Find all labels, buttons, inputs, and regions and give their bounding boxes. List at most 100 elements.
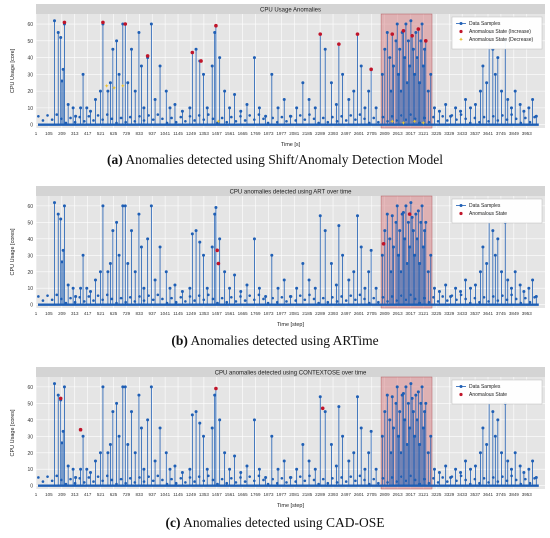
data-sample-point: [147, 114, 150, 117]
data-sample-point: [239, 476, 242, 479]
data-sample-point: [161, 297, 164, 301]
caption-b: (b) Anomalies detected using ARTime: [0, 333, 550, 349]
anomaly-increase-point: [199, 59, 203, 63]
data-sample-point: [349, 114, 353, 117]
x-tick-label: 3329: [444, 311, 455, 316]
data-sample-point: [406, 220, 410, 224]
data-sample-point: [303, 298, 307, 302]
data-sample-point: [432, 115, 435, 119]
data-sample-point: [228, 286, 232, 290]
data-sample-point: [146, 418, 150, 422]
data-sample-point: [398, 410, 402, 414]
data-sample-point: [81, 434, 85, 438]
x-tick-label: 1977: [276, 311, 287, 316]
data-sample-point: [37, 295, 40, 298]
data-sample-point: [493, 72, 497, 76]
data-sample-point: [519, 301, 523, 305]
x-tick-label: 2185: [302, 311, 313, 316]
data-sample-point: [83, 481, 86, 484]
data-sample-point: [230, 115, 233, 119]
data-sample-point: [129, 229, 133, 233]
data-sample-point: [121, 385, 125, 389]
data-sample-point: [271, 116, 274, 120]
anomaly-increase-point: [216, 261, 221, 266]
data-sample-point: [414, 212, 418, 216]
y-tick-label: 20: [27, 451, 33, 457]
data-sample-point: [101, 479, 104, 483]
data-sample-point: [139, 426, 143, 430]
data-sample-point: [308, 474, 311, 478]
data-sample-point: [459, 471, 463, 475]
y-tick-label: 10: [27, 467, 33, 473]
data-sample-point: [92, 299, 95, 302]
data-sample-point: [437, 109, 441, 113]
data-sample-point: [500, 451, 504, 455]
data-sample-point: [138, 295, 141, 298]
data-sample-point: [233, 454, 237, 458]
x-tick-label: 1873: [263, 311, 274, 316]
data-sample-point: [308, 113, 311, 116]
data-sample-point: [473, 103, 477, 107]
data-sample-point: [53, 201, 57, 205]
data-sample-point: [78, 476, 82, 480]
x-tick-label: 2601: [354, 492, 365, 497]
data-sample-point: [501, 294, 504, 297]
data-sample-point: [153, 98, 157, 101]
x-tick-label: 1353: [199, 492, 210, 497]
data-sample-point: [37, 114, 40, 118]
data-sample-point: [211, 478, 215, 482]
x-tick-label: 1769: [251, 311, 262, 316]
data-sample-point: [262, 297, 265, 301]
data-sample-point: [369, 248, 373, 252]
x-tick-label: 2393: [328, 492, 339, 497]
data-sample-point: [416, 209, 420, 213]
data-sample-point: [146, 237, 150, 241]
anomaly-decrease-point: ✦: [401, 120, 406, 127]
data-sample-point: [409, 201, 413, 205]
data-sample-point: [424, 220, 428, 224]
x-tick-label: 2497: [341, 131, 352, 136]
data-sample-point: [243, 119, 247, 122]
data-sample-point: [194, 47, 198, 51]
data-sample-point: [406, 401, 410, 405]
data-sample-point: [158, 245, 162, 249]
data-sample-point: [399, 89, 403, 93]
data-sample-point: [331, 115, 334, 119]
x-tick-label: 105: [45, 311, 53, 316]
data-sample-point: [337, 224, 341, 228]
data-sample-point: [139, 64, 143, 68]
x-tick-label: 2081: [289, 311, 300, 316]
data-sample-point: [487, 119, 490, 123]
data-sample-point: [121, 204, 125, 208]
data-sample-point: [194, 229, 198, 233]
data-sample-point: [418, 81, 422, 85]
x-axis-label: Time [step]: [277, 503, 304, 509]
data-sample-point: [285, 481, 288, 484]
data-sample-point: [400, 294, 403, 297]
data-sample-point: [266, 482, 270, 486]
data-sample-point: [518, 464, 522, 468]
x-tick-label: 3537: [470, 131, 481, 136]
data-sample-point: [427, 120, 431, 124]
x-tick-label: 937: [148, 492, 156, 497]
data-sample-point: [270, 253, 274, 257]
x-tick-label: 3121: [418, 492, 429, 497]
data-sample-point: [111, 229, 115, 233]
data-sample-point: [210, 64, 214, 68]
data-sample-point: [179, 115, 183, 119]
data-sample-point: [179, 476, 183, 480]
data-sample-point: [408, 245, 412, 249]
data-sample-point: [487, 300, 490, 303]
x-tick-label: 3537: [470, 492, 481, 497]
data-sample-point: [137, 30, 141, 34]
data-sample-point: [308, 293, 311, 297]
x-tick-label: 3849: [509, 311, 520, 316]
x-axis-label: Time [s]: [281, 142, 301, 148]
data-sample-point: [71, 106, 75, 110]
data-sample-point: [334, 283, 338, 287]
data-sample-point: [225, 120, 229, 124]
data-sample-point: [257, 474, 261, 478]
data-sample-point: [101, 385, 105, 389]
data-sample-point: [478, 270, 482, 274]
x-tick-label: 1: [35, 131, 38, 136]
